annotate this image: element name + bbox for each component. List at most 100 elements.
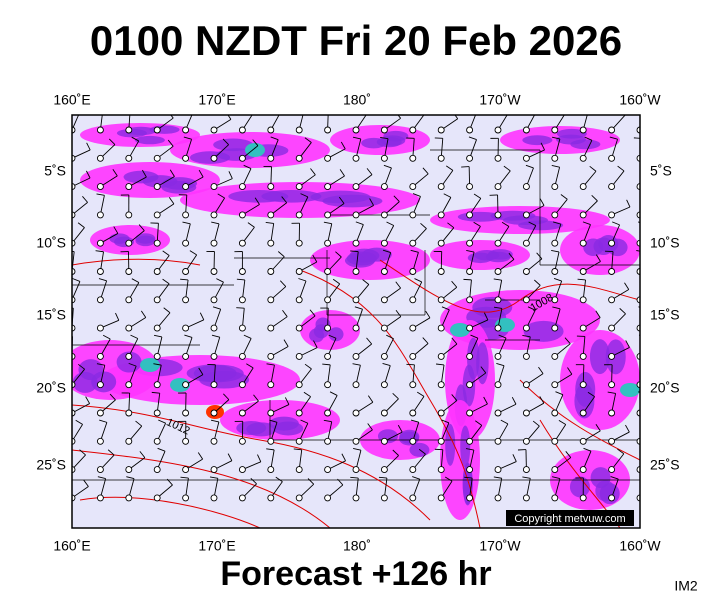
wind-barb-feather [591, 195, 598, 202]
wind-barb-feather [529, 109, 536, 113]
wind-station [182, 183, 190, 191]
wind-barb-feather [184, 334, 193, 338]
wind-barb-feather [418, 448, 426, 455]
wind-barb-feather [96, 193, 105, 196]
lon-label-bottom: 160˚W [619, 538, 661, 554]
wind-station [182, 268, 190, 275]
wind-station [267, 296, 275, 304]
wind-station [494, 296, 502, 304]
wind-station [324, 324, 332, 332]
wind-barb-feather [211, 334, 220, 338]
wind-station [96, 409, 104, 417]
wind-barb-feather [463, 278, 472, 281]
isobar [72, 404, 431, 521]
wind-barb-feather [141, 169, 147, 178]
wind-barb-feather [412, 193, 421, 197]
wind-barb-feather [228, 171, 233, 179]
wind-barb-feather [633, 137, 640, 139]
wind-station [96, 352, 104, 360]
wind-station [380, 494, 388, 502]
wind-station [125, 239, 133, 247]
wind-barb-feather [250, 477, 257, 485]
wind-station [352, 437, 360, 445]
wind-station [125, 296, 133, 304]
wind-station [96, 437, 104, 445]
wind-station [579, 381, 587, 389]
rain-core [72, 371, 98, 393]
wind-station [324, 296, 332, 304]
wind-station [238, 324, 246, 332]
wind-barb-feather [109, 393, 116, 401]
wind-barb-feather [522, 335, 531, 338]
wind-barb-feather [323, 419, 332, 423]
wind-barb-feather [341, 453, 346, 462]
wind-barb-feather [416, 391, 425, 397]
wind-station [352, 296, 360, 304]
wind-barb-feather [360, 109, 367, 113]
wind-barb-feather [483, 312, 489, 321]
wind-barb-feather [624, 282, 630, 290]
wind-station [295, 494, 303, 502]
wind-station [522, 352, 530, 360]
wind-station [551, 494, 559, 502]
rain-core [569, 476, 590, 498]
rain-core [261, 190, 322, 203]
wind-station [522, 466, 530, 474]
lon-label-top: 170˚W [479, 92, 521, 108]
wind-station [608, 466, 616, 474]
wind-station [494, 324, 502, 332]
wind-station [551, 183, 559, 191]
wind-barb-feather [82, 196, 88, 203]
wind-station [182, 409, 190, 417]
wind-barb-feather [130, 334, 138, 339]
rain-core [246, 422, 277, 437]
wind-station [466, 211, 474, 219]
wind-station [295, 211, 303, 219]
wind-station [210, 352, 218, 360]
wind-barb-feather [131, 136, 139, 142]
lon-label-top: 160˚E [53, 92, 90, 108]
wind-barb-feather [72, 250, 75, 253]
wind-station [608, 154, 616, 162]
wind-barb-feather [304, 137, 312, 143]
wind-station [380, 239, 388, 247]
wind-station [153, 324, 161, 332]
wind-station [494, 183, 502, 191]
copyright-box [506, 510, 634, 526]
wind-station [608, 381, 616, 389]
wind-barb-feather [378, 476, 387, 479]
wind-barb-feather [95, 109, 103, 110]
wind-barb-feather [539, 396, 545, 404]
lat-label-left: 25˚S [36, 457, 66, 473]
wind-station [522, 211, 530, 219]
wind-barb-feather [83, 479, 89, 487]
wind-barb-feather [395, 281, 401, 289]
rain-core [467, 252, 493, 264]
wind-station [608, 437, 616, 445]
heavy-rain [620, 383, 640, 397]
wind-station [466, 352, 474, 360]
wind-station [551, 466, 559, 474]
wind-station [295, 296, 303, 304]
wind-station [210, 154, 218, 162]
wind-station [608, 324, 616, 332]
wind-barb-feather [182, 221, 191, 225]
wind-station [608, 494, 616, 502]
wind-station [380, 324, 388, 332]
wind-station [96, 239, 104, 247]
wind-barb-feather [582, 221, 591, 225]
wind-barb-feather [303, 391, 311, 397]
wind-barb-feather [559, 109, 566, 113]
wind-station [352, 154, 360, 162]
wind-station [352, 211, 360, 219]
wind-station [96, 324, 104, 332]
wind-station [182, 126, 190, 134]
wind-station [551, 437, 559, 445]
wind-barb-feather [511, 396, 517, 405]
wind-station [437, 211, 445, 219]
wind-barb-feather [79, 449, 86, 456]
wind-barb-feather [97, 476, 106, 480]
wind-barb-feather [534, 279, 541, 286]
wind-barb-feather [493, 278, 502, 281]
